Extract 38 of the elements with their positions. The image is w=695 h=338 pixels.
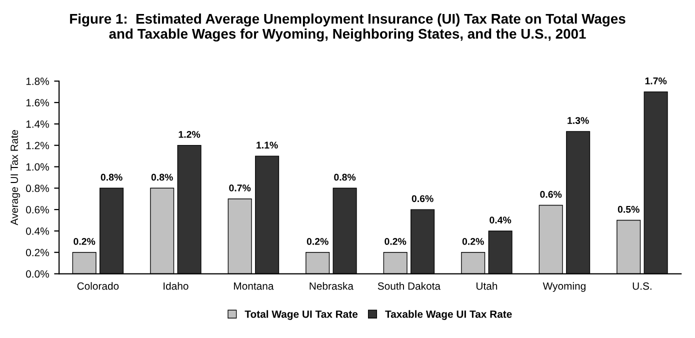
x-tick-label: Utah [476,282,498,290]
y-tick-label: 0.6% [26,206,49,214]
data-label: 1.1% [256,142,278,149]
x-tick-label: Montana [234,282,274,290]
data-label: 0.6% [540,190,562,198]
data-label: 0.2% [306,238,328,245]
data-label: 0.7% [229,184,251,192]
data-label: 0.6% [412,195,434,202]
data-label: 0.2% [462,238,484,245]
chart-title: Figure 1: Estimated Average Unemployment Insurance (UI) Tax Rate on Total Wages and Taxable Wages for Wyoming, Neighboring States, and the U.S., 2001 [70,14,626,42]
y-tick-label: 1.6% [26,99,49,106]
y-tick-label: 1.0% [26,163,49,171]
x-tick-label: Colorado [77,282,119,290]
data-label: 1.2% [178,130,200,138]
y-tick-label: 0.8% [26,184,49,192]
data-label: 0.8% [151,174,173,181]
data-label: 0.8% [334,174,356,181]
data-label: 0.2% [384,238,406,245]
data-label: 1.7% [645,77,667,84]
legend-label: Total Wage UI Tax Rate [244,310,358,320]
y-tick-label: 0.0% [26,270,49,278]
y-tick-label: 0.4% [26,227,49,235]
data-label: 0.8% [100,174,122,181]
legend-label: Taxable Wage UI Tax Rate [385,310,512,320]
data-label: 0.2% [74,238,96,245]
y-axis-title: Average UI Tax Rate [10,130,20,226]
x-tick-label: South Dakota [378,282,441,290]
x-tick-label: U.S. [632,282,652,290]
y-tick-label: 1.2% [26,142,49,150]
x-tick-label: Nebraska [310,282,354,290]
data-label: 0.5% [618,206,640,213]
data-label: 0.4% [490,216,512,224]
x-tick-label: Wyoming [542,282,586,292]
x-tick-label: Idaho [164,282,188,290]
y-tick-label: 1.4% [26,120,49,128]
y-tick-label: 1.8% [26,78,49,85]
data-label: 1.3% [568,117,589,124]
y-tick-label: 0.2% [26,248,49,256]
